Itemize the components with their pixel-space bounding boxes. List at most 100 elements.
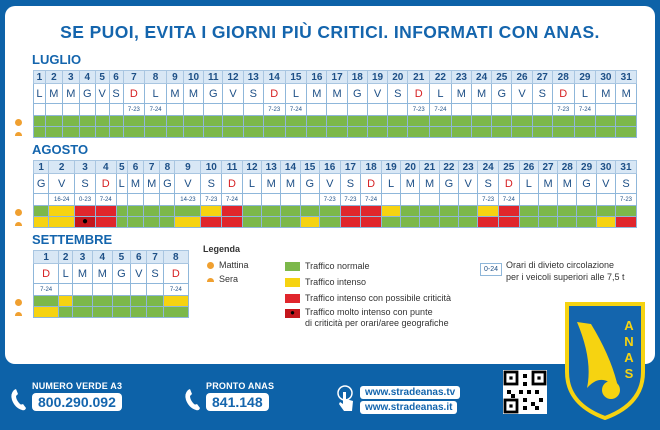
svg-text:A: A: [624, 350, 634, 365]
traffic-cell: [557, 205, 578, 217]
day-number: 27: [531, 70, 553, 84]
evening-icon: [207, 278, 214, 282]
day-number: 30: [595, 70, 617, 84]
traffic-cell: [32, 295, 60, 307]
ban-hours: 7-23: [339, 193, 362, 206]
traffic-cell: [32, 205, 50, 217]
traffic-cell: [130, 306, 148, 318]
weekday-label: D: [497, 173, 520, 194]
svg-text:A: A: [624, 318, 634, 333]
ban-hours: [306, 103, 328, 116]
day-number: 16: [318, 160, 341, 174]
day-number: 22: [429, 70, 452, 84]
legend-green-swatch: [285, 262, 300, 271]
ban-hours: [78, 103, 96, 116]
pronto-anas-number[interactable]: 841.148: [206, 393, 269, 411]
weekday-label: V: [130, 263, 148, 284]
traffic-cell: [200, 216, 223, 228]
traffic-cell: [162, 306, 190, 318]
traffic-cell: [33, 115, 46, 127]
pronto-anas-label: PRONTO ANAS: [206, 381, 275, 391]
traffic-cell: [458, 216, 479, 228]
traffic-cell: [470, 126, 493, 138]
day-number: 29: [576, 160, 597, 174]
traffic-cell: [400, 205, 421, 217]
day-number-row: 1 2 3 4 5 6 7 8 9 10 11 12 13 14 15 16 17 18 19 20 21 22 23 24 2…: [33, 70, 637, 84]
calendar-card: SE PUOI, EVITA I GIORNI PIÙ CRITICI. INF…: [5, 6, 655, 364]
traffic-cell: [182, 126, 205, 138]
traffic-cell: [299, 216, 320, 228]
traffic-cell: [360, 216, 382, 228]
weekday-label: L: [429, 83, 452, 104]
traffic-cell: [203, 126, 224, 138]
day-number: 1: [32, 250, 60, 264]
weekday-label: G: [78, 83, 96, 104]
weekday-label: L: [573, 83, 597, 104]
traffic-cell: [261, 216, 282, 228]
traffic-cell: [407, 126, 431, 138]
numero-verde-number[interactable]: 800.290.092: [32, 393, 122, 411]
day-number: 26: [518, 160, 539, 174]
day-number: 24: [477, 160, 499, 174]
weekday-label: V: [94, 83, 110, 104]
ban-hours: [346, 103, 368, 116]
traffic-cell: [91, 306, 113, 318]
traffic-cell: [419, 205, 440, 217]
traffic-cell: [44, 115, 63, 127]
traffic-cell: [429, 126, 452, 138]
weekday-label: D: [407, 83, 431, 104]
ban-hours: [380, 193, 402, 206]
weekday-label: G: [203, 83, 224, 104]
weekday-label: M: [306, 83, 328, 104]
legend-ban-sample: 0-24: [480, 263, 502, 276]
link-stradeanas-tv[interactable]: www.stradeanas.tv: [360, 386, 461, 399]
day-number: 6: [130, 250, 148, 264]
weekday-label: L: [33, 83, 46, 104]
ban-hours: [33, 103, 46, 116]
traffic-cell: [200, 205, 223, 217]
day-number: 25: [491, 70, 513, 84]
traffic-cell: [126, 216, 145, 228]
traffic-cell: [450, 115, 472, 127]
weekday-label: S: [200, 173, 223, 194]
day-number: 31: [615, 70, 637, 84]
ban-hours: 7-24: [360, 193, 382, 206]
link-stradeanas-it[interactable]: www.stradeanas.it: [360, 401, 458, 414]
weekday-label: G: [491, 83, 513, 104]
weekday-label: L: [241, 173, 263, 194]
day-number: 3: [72, 250, 93, 264]
ban-hours: 7-23: [407, 103, 431, 116]
traffic-cell: [108, 115, 124, 127]
weekday-label: D: [162, 263, 190, 284]
day-number: 9: [165, 70, 184, 84]
traffic-cell: [144, 126, 167, 138]
traffic-cell: [115, 216, 128, 228]
weekday-label: M: [72, 263, 93, 284]
morning-marker-icon: [15, 119, 22, 126]
weekday-label: V: [511, 83, 533, 104]
day-number-row: 1 2 3 4 5 6 7 8 9 10 11 12 13 14 15 16 17 18 19 20 21 22 23 24 2…: [32, 160, 638, 174]
day-number: 8: [144, 70, 167, 84]
ban-hours: 7-24: [32, 283, 60, 296]
weekday-label: S: [531, 83, 553, 104]
ban-hours: 7-23: [262, 103, 286, 116]
day-number: 1: [33, 70, 46, 84]
ban-hours: [400, 193, 421, 206]
traffic-cell: [573, 126, 597, 138]
traffic-cell: [531, 126, 553, 138]
ban-hours: [595, 193, 616, 206]
weekday-label: M: [44, 83, 63, 104]
day-number: 3: [61, 70, 80, 84]
ban-hours: [91, 283, 113, 296]
ban-hours: [458, 193, 479, 206]
weekday-label: V: [458, 173, 479, 194]
day-number: 31: [614, 160, 638, 174]
ban-hours: 7-23: [477, 193, 499, 206]
weekday-label: S: [477, 173, 499, 194]
ban-hours: [130, 283, 148, 296]
traffic-cell: [122, 115, 146, 127]
weekday-label: M: [450, 83, 472, 104]
day-number: 24: [470, 70, 493, 84]
ban-hours: [203, 103, 224, 116]
